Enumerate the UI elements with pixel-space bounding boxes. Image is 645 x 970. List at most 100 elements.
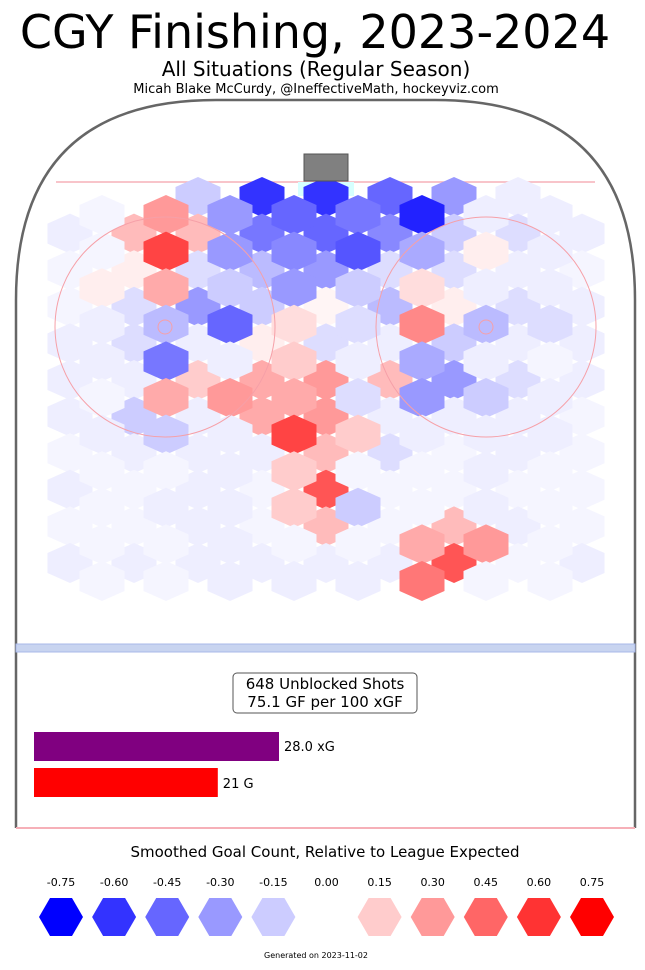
legend-level-label: 0.60 [527, 876, 552, 889]
legend-swatch [92, 898, 137, 936]
hex-cell [399, 451, 445, 492]
legend-swatch [463, 898, 508, 936]
hex-cell [527, 451, 573, 492]
hex-cell [143, 304, 189, 345]
legend-swatch [304, 898, 349, 936]
legend-level-label: 0.75 [580, 876, 605, 889]
hex-cell [399, 561, 445, 601]
legend-level-label: 0.30 [420, 876, 445, 889]
byline: Micah Blake McCurdy, @IneffectiveMath, h… [133, 82, 499, 97]
hex-cell [399, 195, 445, 235]
hex-cell [143, 451, 189, 492]
hex-grid [47, 177, 605, 601]
goals-bar-label: 21 G [223, 777, 254, 792]
hex-cell [271, 414, 317, 455]
hex-cell [527, 304, 573, 345]
hex-cell [271, 561, 317, 601]
hex-cell [335, 378, 381, 418]
legend-level-label: -0.60 [100, 876, 128, 889]
hex-cell [143, 487, 189, 528]
hex-cell [271, 195, 317, 235]
hex-cell [79, 304, 125, 345]
hex-cell [463, 268, 509, 309]
hex-cell [463, 451, 509, 492]
hex-cell [399, 487, 445, 528]
hex-cell [271, 268, 317, 309]
legend-swatch [39, 898, 83, 936]
summary-box [232, 672, 418, 714]
summary-rate: 75.1 GF per 100 xGF [247, 693, 402, 711]
hex-cell [335, 561, 381, 601]
hex-cell [143, 524, 189, 565]
hex-cell [143, 268, 189, 309]
hex-cell [335, 304, 381, 345]
hex-cell [335, 524, 381, 565]
hex-cell [143, 341, 189, 382]
hex-cell [79, 524, 125, 565]
summary-shots: 648 Unblocked Shots [246, 675, 405, 693]
hex-cell [463, 378, 509, 418]
legend-swatch [251, 898, 296, 936]
faceoff-circle-right [375, 216, 597, 438]
hex-cell [271, 231, 317, 272]
goal-net [303, 153, 349, 182]
hex-cell [463, 524, 509, 565]
hex-cell [79, 231, 125, 272]
hex-cell [271, 341, 317, 382]
hex-cell [527, 378, 573, 418]
legend-swatch [410, 898, 455, 936]
hex-cell [207, 451, 253, 492]
hex-cell [527, 414, 573, 455]
hex-cell [79, 561, 125, 601]
faceoff-circle-left [54, 216, 276, 438]
hex-cell [79, 195, 125, 235]
hex-cell [143, 561, 189, 601]
legend-swatch [516, 898, 561, 936]
hex-cell [399, 414, 445, 455]
hex-cell [207, 524, 253, 565]
hex-cell [399, 378, 445, 418]
hex-cell [463, 195, 509, 235]
legend-level-label: -0.45 [153, 876, 181, 889]
hex-cell [527, 268, 573, 309]
hex-cell [79, 268, 125, 309]
legend-swatch [357, 898, 402, 936]
hex-cell [271, 378, 317, 418]
hex-cell [527, 524, 573, 565]
hex-cell [335, 414, 381, 455]
hex-cell [207, 378, 253, 418]
xg-bar [34, 732, 279, 761]
legend-title: Smoothed Goal Count, Relative to League … [130, 843, 519, 861]
hex-cell [207, 487, 253, 528]
rink-boards [14, 98, 637, 828]
hex-cell [463, 414, 509, 455]
hex-cell [335, 268, 381, 309]
faceoff-dot-left [157, 319, 173, 335]
hex-cell [207, 304, 253, 345]
hex-cell [207, 195, 253, 235]
color-legend: -0.75 -0.60 -0.45 -0.30 -0.15 0.00 0.15 0.30 0.4… [39, 876, 614, 936]
hex-cell [143, 231, 189, 272]
hex-cell [463, 341, 509, 382]
hex-cell [143, 378, 189, 418]
hex-cell [271, 524, 317, 565]
hex-cell [527, 195, 573, 235]
legend-level-label: 0.00 [314, 876, 339, 889]
page-subtitle: All Situations (Regular Season) [161, 57, 471, 81]
hex-cell [399, 231, 445, 272]
legend-level-label: -0.30 [206, 876, 234, 889]
hex-cell [335, 451, 381, 492]
hex-cell [527, 231, 573, 272]
hex-cell [79, 451, 125, 492]
hex-cell [143, 414, 189, 455]
legend-level-label: 0.15 [367, 876, 392, 889]
hex-cell [335, 231, 381, 272]
hex-cell [207, 414, 253, 455]
legend-level-label: -0.75 [47, 876, 75, 889]
hex-cell [207, 341, 253, 382]
hex-cell [207, 561, 253, 601]
hex-cell [271, 487, 317, 528]
hex-cell [527, 561, 573, 601]
hex-cell [399, 268, 445, 309]
